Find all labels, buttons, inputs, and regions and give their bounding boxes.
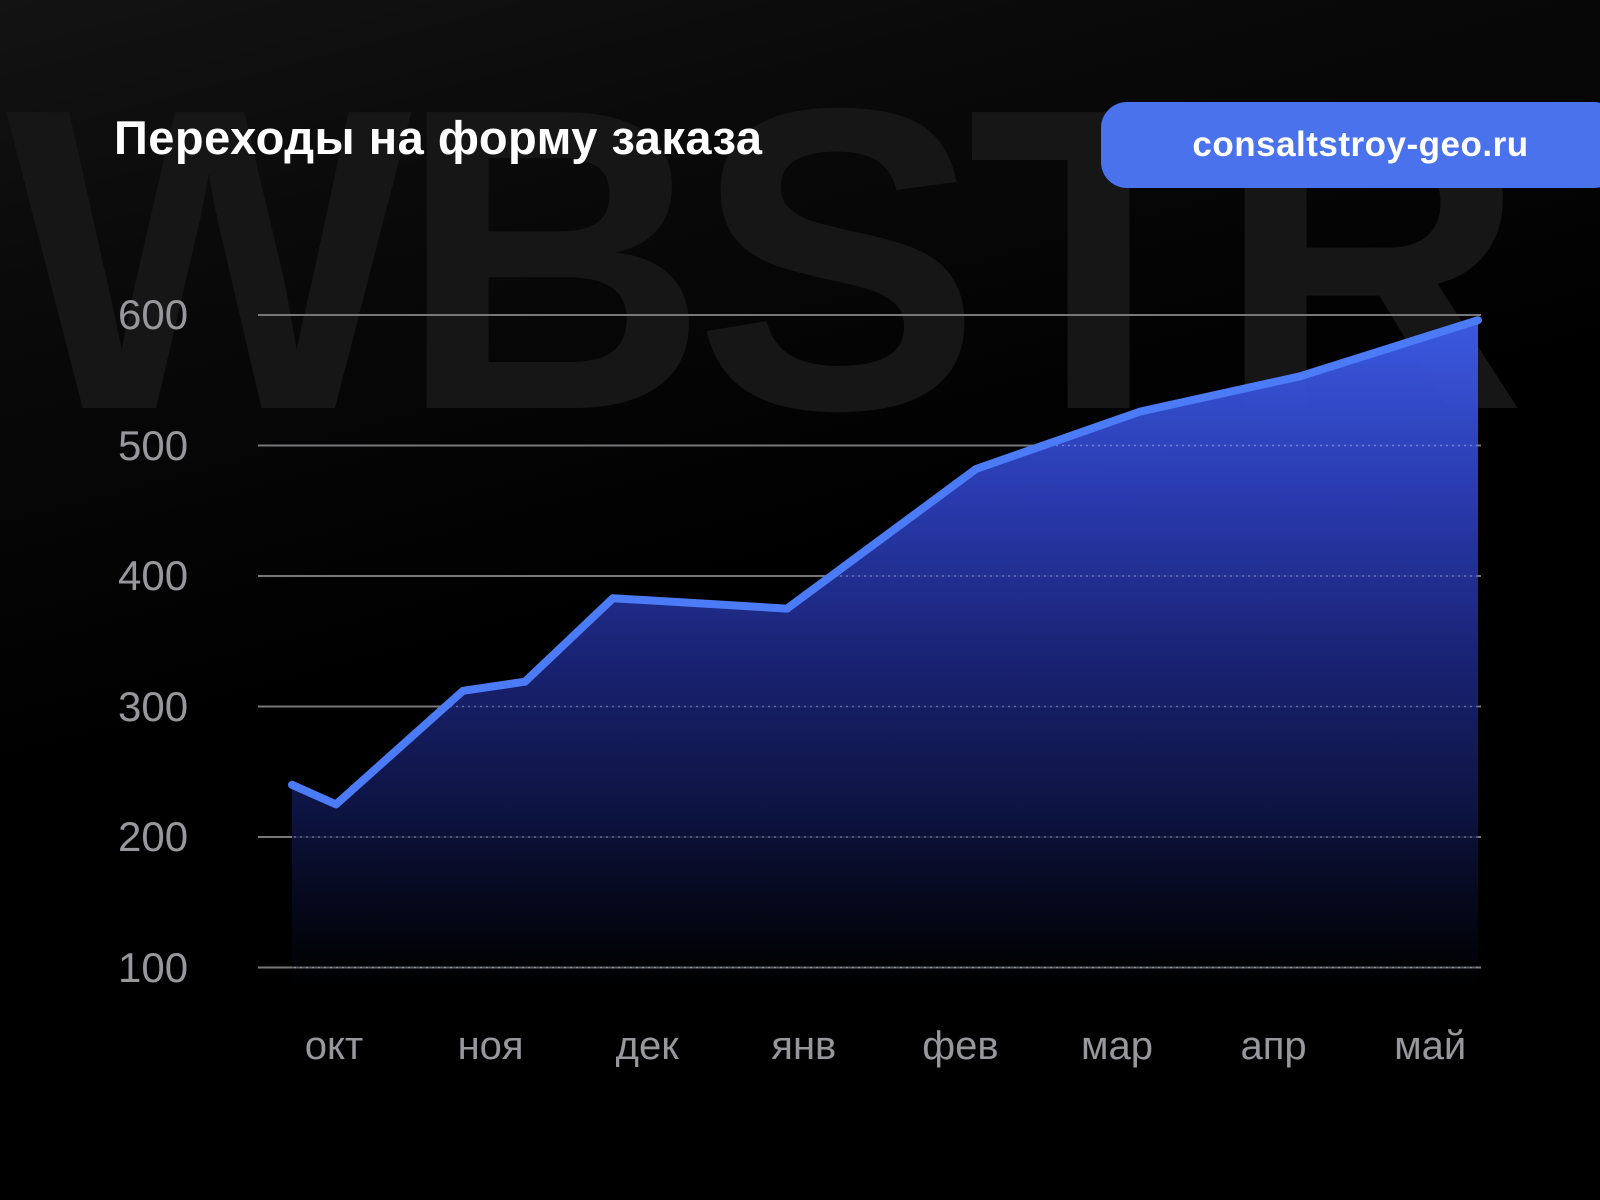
x-tick-label-фев: фев: [922, 1024, 999, 1068]
x-tick-label-май: май: [1394, 1024, 1467, 1068]
y-tick-label-200: 200: [118, 813, 189, 860]
x-tick-label-янв: янв: [771, 1024, 837, 1068]
y-tick-label-600: 600: [118, 291, 189, 338]
y-tick-label-300: 300: [118, 682, 189, 730]
domain-badge[interactable]: consaltstroy-geo.ru: [1101, 102, 1600, 188]
y-tick-label-100: 100: [118, 943, 189, 991]
x-tick-label-дек: дек: [615, 1024, 679, 1068]
y-tick-label-500: 500: [118, 421, 189, 469]
x-tick-label-окт: окт: [304, 1024, 364, 1068]
page-title: Переходы на форму заказа: [114, 111, 763, 164]
domain-badge-label: consaltstroy-geo.ru: [1192, 125, 1529, 164]
x-tick-label-ноя: ноя: [457, 1024, 524, 1068]
x-tick-label-апр: апр: [1240, 1024, 1307, 1068]
area-fill: [292, 320, 1478, 990]
trend-line: [288, 316, 1482, 809]
y-tick-label-400: 400: [118, 552, 189, 599]
x-tick-label-мар: мар: [1081, 1024, 1153, 1068]
